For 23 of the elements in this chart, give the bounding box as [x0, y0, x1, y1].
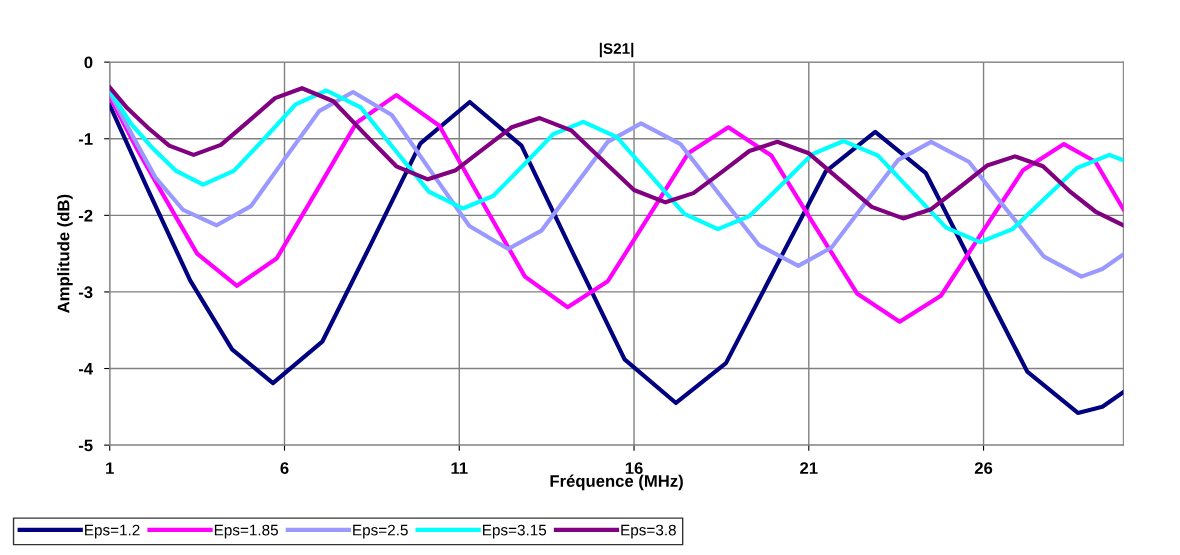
legend-label: Eps=1.85: [214, 524, 278, 539]
x-axis-title: Fréquence (MHz): [550, 474, 683, 491]
x-tick-label: 6: [280, 462, 289, 475]
y-tick-label: 0: [84, 56, 93, 69]
x-tick-label: 21: [800, 462, 818, 474]
x-tick-label: 11: [451, 462, 468, 474]
y-tick-label: -3: [78, 286, 93, 299]
legend-label: Eps=3.8: [621, 524, 676, 539]
line-series: [109, 93, 1124, 324]
legend-label: Eps=1.2: [85, 524, 140, 539]
y-axis-title: Amplitude (dB): [57, 194, 73, 313]
legend-label: Eps=2.5: [353, 524, 408, 539]
line-series: [109, 89, 1124, 279]
legend-label: Eps=3.15: [483, 524, 547, 539]
x-tick-label: 16: [625, 462, 643, 475]
line-series: [109, 99, 1124, 416]
y-tick-label: -1: [78, 133, 93, 145]
y-tick-label: -5: [78, 439, 93, 452]
y-tick-label: -2: [78, 209, 93, 222]
x-tick-label: 1: [106, 462, 114, 474]
x-tick-label: 26: [974, 462, 993, 475]
chart-title: |S21|: [599, 42, 634, 58]
y-tick-label: -4: [78, 363, 93, 375]
